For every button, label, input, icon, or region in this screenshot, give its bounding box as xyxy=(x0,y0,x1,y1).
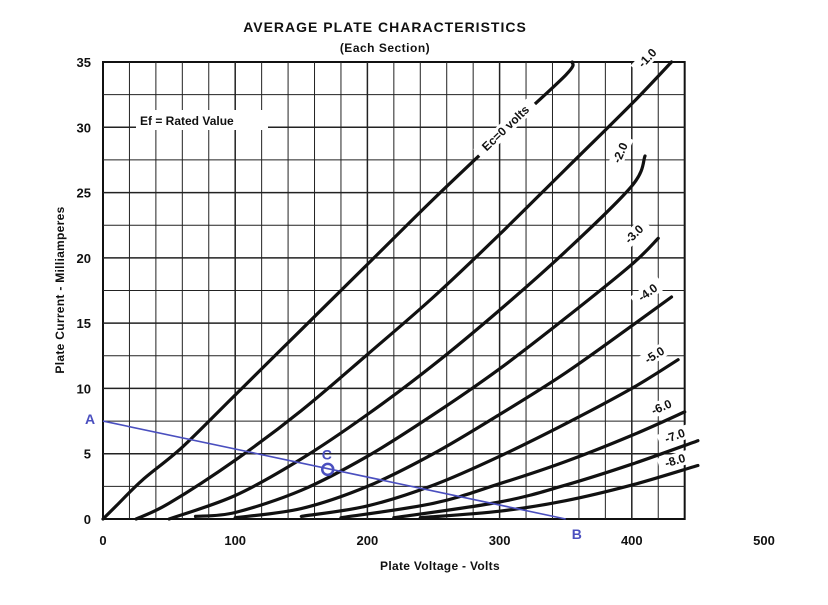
curve-line xyxy=(167,154,647,521)
curve-label-group: -3.0 xyxy=(617,217,652,252)
load-line-group: A B C xyxy=(85,411,582,542)
x-tick-label: 200 xyxy=(357,533,379,548)
x-tick-label: 500 xyxy=(753,533,775,548)
curve-label-group: -1.0 xyxy=(630,40,665,76)
curves xyxy=(101,60,700,521)
curve-label-bg xyxy=(636,340,673,371)
x-axis-label: Plate Voltage - Volts xyxy=(380,559,500,573)
curve-line xyxy=(299,358,680,518)
y-tick-label: 35 xyxy=(77,55,91,70)
chart-title: AVERAGE PLATE CHARACTERISTICS xyxy=(243,19,527,35)
y-tick-label: 10 xyxy=(77,381,91,396)
curve-label-bg xyxy=(630,40,665,76)
tick-labels: 0 100 200 300 400 500 0 5 10 15 20 25 30 35 xyxy=(77,55,775,548)
y-tick-label: 15 xyxy=(77,316,91,331)
y-tick-label: 20 xyxy=(77,251,91,266)
y-tick-label: 0 xyxy=(84,512,91,527)
curve-labels: Ec=0 volts-1.0-2.0-3.0-4.0-5.0-6.0-7.0-8… xyxy=(473,40,694,473)
curve-label: -7.0 xyxy=(663,426,687,446)
curve-label-bg xyxy=(656,449,694,473)
operating-point-label: C xyxy=(322,446,332,462)
curve-label-bg xyxy=(629,276,666,309)
load-line-end-label: B xyxy=(572,526,582,542)
curve-line xyxy=(193,236,660,518)
load-line-start-label: A xyxy=(85,411,95,427)
curve-label-bg xyxy=(606,134,634,172)
curve-label-group: Ec=0 volts xyxy=(473,96,538,160)
x-tick-label: 400 xyxy=(621,533,643,548)
x-tick-label: 300 xyxy=(489,533,511,548)
ef-note: Ef = Rated Value xyxy=(140,114,234,128)
operating-point-marker xyxy=(320,462,335,477)
curve-label-bg xyxy=(473,96,538,160)
y-tick-label: 30 xyxy=(77,120,91,135)
y-axis-label: Plate Current - Milliamperes xyxy=(53,206,67,373)
curve-line xyxy=(134,60,674,521)
curve-label: -8.0 xyxy=(663,451,687,470)
curve-line xyxy=(392,439,700,520)
curve-label-group: -2.0 xyxy=(606,134,634,172)
curve-label-group: -8.0 xyxy=(656,449,694,473)
curve-label-bg xyxy=(617,217,652,252)
curve-label-bg xyxy=(656,423,694,449)
curve-label: Ec=0 volts xyxy=(479,102,532,153)
y-tick-label: 5 xyxy=(84,447,91,462)
curve-label-group: -7.0 xyxy=(656,423,694,449)
x-tick-label: 100 xyxy=(224,533,246,548)
curve-line xyxy=(418,463,700,520)
ef-note-bg xyxy=(136,110,268,130)
curve-label-bg xyxy=(643,393,680,421)
x-tick-label: 0 xyxy=(99,533,106,548)
curve-line xyxy=(339,410,687,520)
curve-line xyxy=(233,295,674,520)
chart-subtitle: (Each Section) xyxy=(340,41,430,55)
y-tick-label: 25 xyxy=(77,186,91,201)
